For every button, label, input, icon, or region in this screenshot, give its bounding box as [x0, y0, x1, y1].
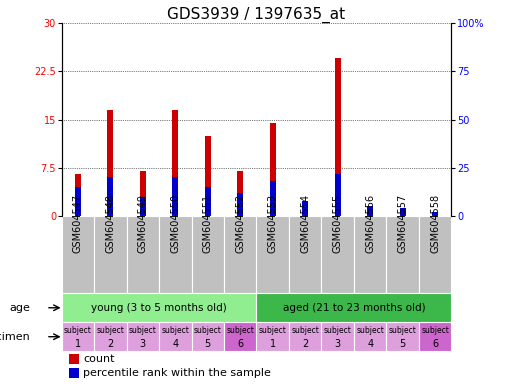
Text: subject: subject [161, 326, 189, 335]
Bar [94, 216, 127, 293]
Bar [302, 200, 308, 216]
Text: GSM604547: GSM604547 [73, 194, 83, 253]
Bar [335, 174, 341, 216]
Bar [159, 216, 191, 293]
Bar [69, 368, 79, 378]
Bar [335, 58, 341, 216]
Bar [75, 174, 81, 216]
Bar [400, 209, 406, 216]
Bar [270, 123, 275, 216]
Text: GSM604553: GSM604553 [268, 194, 278, 253]
Text: specimen: specimen [0, 332, 30, 342]
Text: 1: 1 [270, 339, 276, 349]
Text: 2: 2 [302, 339, 308, 349]
Title: GDS3939 / 1397635_at: GDS3939 / 1397635_at [167, 7, 346, 23]
Text: subject: subject [226, 326, 254, 335]
Bar [62, 293, 78, 322]
Bar [94, 322, 127, 351]
Text: GSM604552: GSM604552 [235, 194, 245, 253]
Bar [62, 322, 94, 351]
Bar [224, 322, 256, 351]
Bar [205, 187, 211, 216]
Bar [238, 193, 243, 216]
Bar [289, 216, 322, 293]
Bar [140, 171, 146, 216]
Bar [172, 110, 178, 216]
Bar [107, 177, 113, 216]
Text: 5: 5 [205, 339, 211, 349]
Bar [400, 209, 406, 216]
Bar [419, 322, 451, 351]
Text: subject: subject [64, 326, 92, 335]
Text: subject: subject [421, 326, 449, 335]
Text: subject: subject [356, 326, 384, 335]
Bar [289, 322, 322, 351]
Bar [270, 181, 275, 216]
Text: 5: 5 [400, 339, 406, 349]
Bar [322, 216, 354, 293]
Bar [127, 216, 159, 293]
Text: GSM604557: GSM604557 [398, 194, 408, 253]
Text: age: age [10, 303, 30, 313]
Text: young (3 to 5 months old): young (3 to 5 months old) [91, 303, 227, 313]
Bar [432, 214, 438, 216]
Bar [367, 207, 373, 216]
Bar [69, 354, 79, 364]
Text: subject: subject [129, 326, 157, 335]
Text: GSM604558: GSM604558 [430, 194, 440, 253]
Text: 1: 1 [75, 339, 81, 349]
Text: GSM604548: GSM604548 [105, 194, 115, 253]
Bar [140, 197, 146, 216]
Bar [205, 136, 211, 216]
Text: subject: subject [291, 326, 319, 335]
Bar [75, 187, 81, 216]
Bar [107, 110, 113, 216]
Text: GSM604549: GSM604549 [138, 194, 148, 253]
Text: 6: 6 [432, 339, 438, 349]
Bar [159, 322, 191, 351]
Bar [302, 203, 308, 216]
Bar [224, 216, 256, 293]
Bar [256, 216, 289, 293]
Text: 6: 6 [237, 339, 243, 349]
Text: GSM604550: GSM604550 [170, 194, 180, 253]
Bar [256, 293, 451, 322]
Text: subject: subject [389, 326, 417, 335]
Bar [62, 293, 256, 322]
Text: subject: subject [96, 326, 124, 335]
Text: subject: subject [194, 326, 222, 335]
Bar [256, 322, 289, 351]
Bar [367, 207, 373, 216]
Text: subject: subject [259, 326, 287, 335]
Bar [238, 171, 243, 216]
Text: GSM604551: GSM604551 [203, 194, 213, 253]
Bar [354, 216, 386, 293]
Bar [322, 322, 354, 351]
Text: 3: 3 [140, 339, 146, 349]
Bar [127, 322, 159, 351]
Text: 4: 4 [172, 339, 179, 349]
Text: GSM604554: GSM604554 [300, 194, 310, 253]
Bar [419, 216, 451, 293]
Bar [172, 177, 178, 216]
Text: GSM604556: GSM604556 [365, 194, 375, 253]
Text: count: count [83, 354, 114, 364]
Text: 2: 2 [107, 339, 113, 349]
Bar [62, 216, 94, 293]
Text: 4: 4 [367, 339, 373, 349]
Text: subject: subject [324, 326, 352, 335]
Text: aged (21 to 23 months old): aged (21 to 23 months old) [283, 303, 425, 313]
Bar [191, 322, 224, 351]
Bar [191, 216, 224, 293]
Bar [386, 216, 419, 293]
Text: percentile rank within the sample: percentile rank within the sample [83, 367, 271, 377]
Bar [432, 212, 438, 216]
Text: 3: 3 [334, 339, 341, 349]
Bar [386, 322, 419, 351]
Bar [354, 322, 386, 351]
Text: GSM604555: GSM604555 [333, 194, 343, 253]
